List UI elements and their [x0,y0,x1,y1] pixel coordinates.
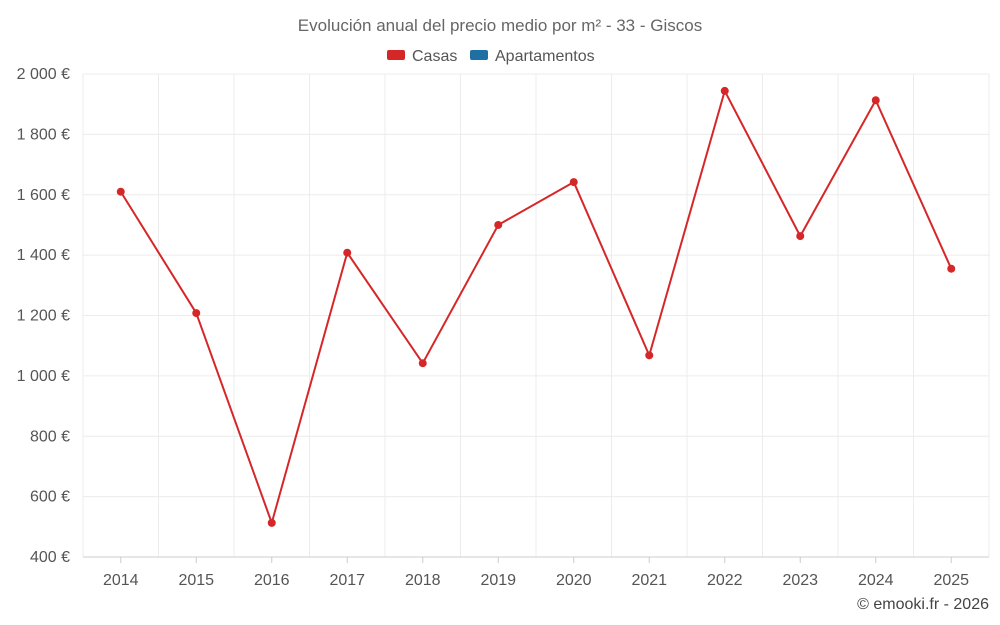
data-point-2017[interactable] [343,248,352,257]
data-point-2025[interactable] [947,264,956,273]
y-axis: 400 € 600 € 800 € 1 000 € 1 200 € 1 400 € 1 60… [17,66,70,566]
x-tick-label: 2022 [707,572,743,589]
x-tick-label: 2025 [933,572,969,589]
data-point-2023[interactable] [796,232,805,241]
chart-title: Evolución anual del precio medio por m² … [298,16,702,35]
legend-swatch-apartamentos[interactable] [470,50,488,60]
y-tick-label: 1 000 € [17,368,70,385]
series-casas [116,86,956,527]
data-point-2015[interactable] [192,309,201,318]
y-tick-label: 400 € [30,549,70,566]
legend: Casas Apartamentos [387,48,595,65]
y-tick-label: 2 000 € [17,66,70,83]
y-tick-label: 800 € [30,428,70,445]
credit-text: © emooki.fr - 2026 [857,596,989,613]
data-point-2014[interactable] [116,187,125,196]
x-tick-label: 2018 [405,572,441,589]
x-tick-label: 2020 [556,572,592,589]
data-point-2019[interactable] [494,220,503,229]
y-tick-label: 1 600 € [17,187,70,204]
grid [82,73,990,558]
legend-swatch-casas[interactable] [387,50,405,60]
legend-label-casas[interactable]: Casas [412,48,457,65]
y-tick-label: 600 € [30,489,70,506]
data-point-2022[interactable] [720,86,729,95]
x-tick-label: 2024 [858,572,894,589]
y-tick-label: 1 200 € [17,308,70,325]
y-tick-label: 1 400 € [17,247,70,264]
series-line-casas [119,89,953,524]
data-point-2020[interactable] [569,178,578,187]
x-tick-label: 2023 [782,572,818,589]
y-tick-label: 1 800 € [17,126,70,143]
x-tick-label: 2021 [631,572,667,589]
x-tick-label: 2017 [329,572,365,589]
x-axis: 2014 2015 2016 2017 2018 2019 2020 2021 2022 2023… [83,556,989,589]
data-point-2024[interactable] [871,96,880,105]
x-tick-label: 2015 [178,572,214,589]
data-point-2016[interactable] [267,518,276,527]
legend-label-apartamentos[interactable]: Apartamentos [495,48,595,65]
x-tick-label: 2019 [480,572,516,589]
data-point-2018[interactable] [418,359,427,368]
x-tick-label: 2016 [254,572,290,589]
x-tick-label: 2014 [103,572,139,589]
data-point-2021[interactable] [645,351,654,360]
